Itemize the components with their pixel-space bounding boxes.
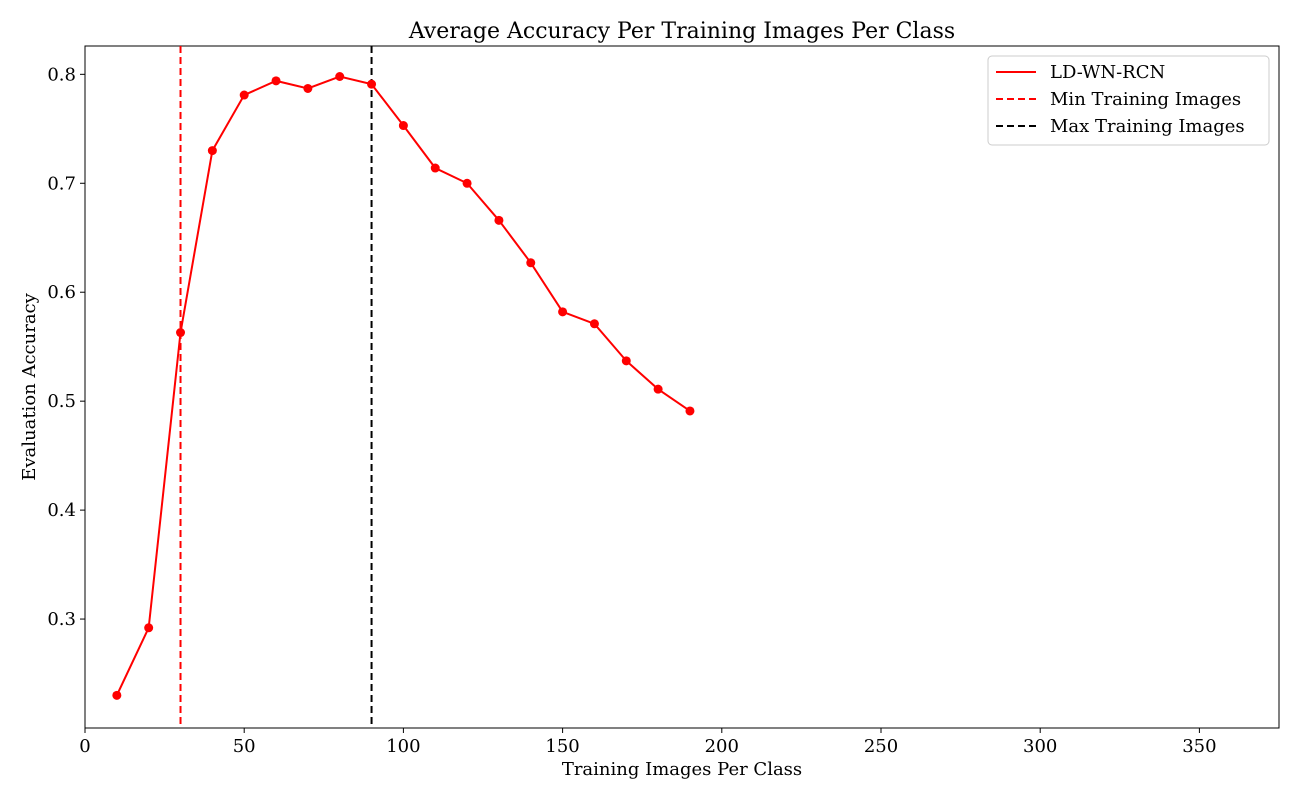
data-point [685,406,695,416]
legend-label-min-training-images: Min Training Images [1050,89,1241,110]
y-axis: 0.3 0.4 0.5 0.6 0.7 0.8 [47,64,85,630]
legend: LD-WN-RCN Min Training Images Max Traini… [987,55,1270,146]
data-point [398,121,408,131]
y-tick-label: 0.6 [47,282,76,303]
y-tick-label: 0.5 [47,391,76,412]
x-tick-label: 250 [864,736,898,757]
x-axis-label: Training Images Per Class [562,759,802,780]
y-axis-label: Evaluation Accuracy [19,292,40,480]
data-point [112,690,122,700]
x-tick-label: 0 [79,736,90,757]
data-point [462,178,472,188]
data-point [335,72,345,82]
data-point [430,163,440,173]
x-tick-label: 200 [705,736,739,757]
data-point [207,146,217,156]
x-tick-label: 350 [1182,736,1216,757]
data-point [621,356,631,366]
x-tick-label: 50 [233,736,256,757]
x-tick-label: 150 [545,736,579,757]
series-layer [112,72,695,700]
data-point [589,319,599,329]
data-point [526,258,536,268]
x-tick-label: 300 [1023,736,1057,757]
reference-lines [179,46,373,728]
data-point [144,623,154,633]
x-axis: 0 50 100 150 200 250 300 350 [79,728,1217,757]
data-point [494,215,504,225]
legend-label-max-training-images: Max Training Images [1050,116,1245,137]
data-point [239,90,249,100]
y-tick-label: 0.3 [47,609,76,630]
data-point [367,79,377,89]
data-point [558,307,568,317]
legend-label-ld-wn-rcn: LD-WN-RCN [1050,62,1165,83]
y-tick-label: 0.8 [47,64,76,85]
series-line-ld-wn-rcn [115,75,691,696]
data-point [176,328,186,338]
data-point [271,76,281,86]
chart-title: Average Accuracy Per Training Images Per… [408,19,955,44]
data-point [653,384,663,394]
y-tick-label: 0.4 [47,500,76,521]
y-tick-label: 0.7 [47,173,76,194]
x-tick-label: 100 [386,736,420,757]
legend-box [987,55,1270,146]
plot-area [84,45,1280,729]
data-point [303,83,313,93]
